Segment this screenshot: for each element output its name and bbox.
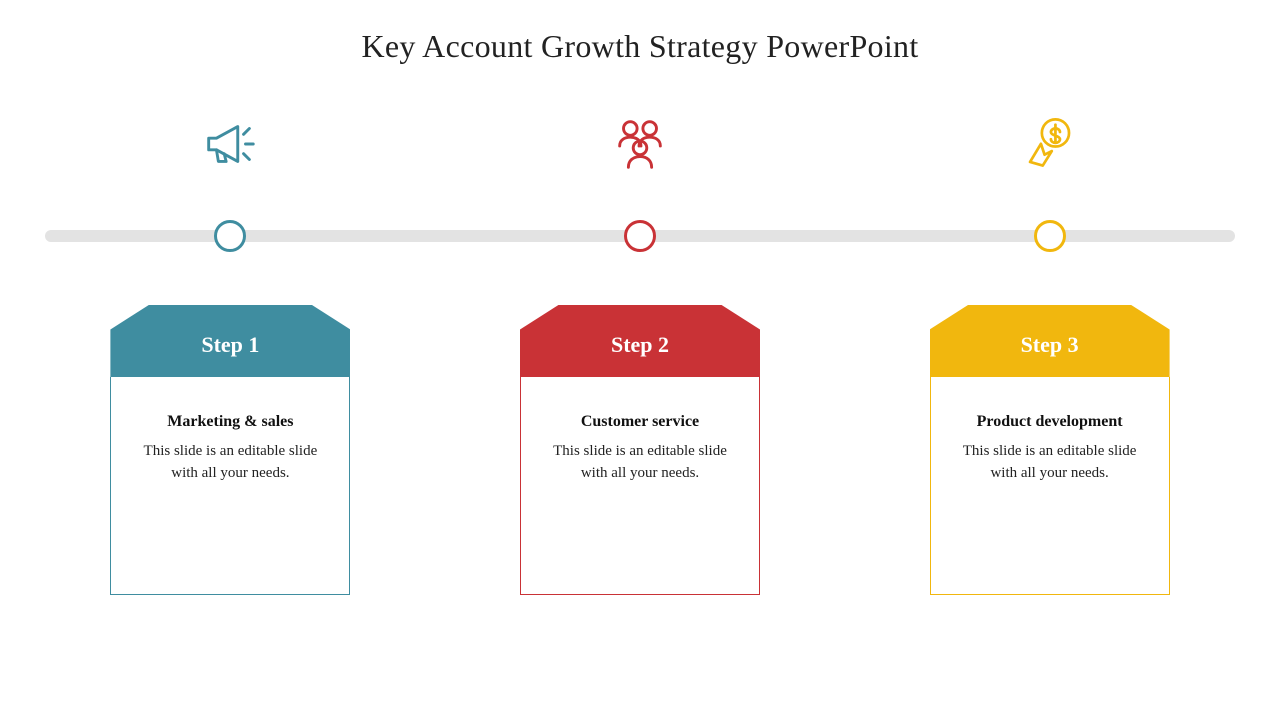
step-body: Customer service This slide is an editabl…	[520, 377, 760, 595]
step-description: This slide is an editable slide with all…	[543, 441, 737, 485]
step-card: Step 2 Customer service This slide is an e…	[520, 305, 760, 595]
step-heading: Product development	[953, 413, 1147, 431]
step-label: Step 1	[201, 332, 259, 358]
diagram-stage: Step 1 Marketing & sales This slide is an …	[0, 75, 1280, 715]
step-card: Step 3 Product development This slide is a…	[930, 305, 1170, 595]
step-heading: Marketing & sales	[133, 413, 327, 431]
people-icon	[609, 113, 671, 175]
step-tab: Step 3	[930, 305, 1170, 377]
step-tab: Step 1	[110, 305, 350, 377]
megaphone-icon	[199, 113, 261, 175]
step-card: Step 1 Marketing & sales This slide is an …	[110, 305, 350, 595]
step-body: Marketing & sales This slide is an editab…	[110, 377, 350, 595]
dollar-click-icon	[1021, 113, 1079, 171]
step-description: This slide is an editable slide with all…	[133, 441, 327, 485]
step-body: Product development This slide is an edit…	[930, 377, 1170, 595]
step-label: Step 3	[1021, 332, 1079, 358]
timeline-node	[624, 220, 656, 252]
timeline-node	[214, 220, 246, 252]
slide-title: Key Account Growth Strategy PowerPoint	[0, 0, 1280, 65]
step-description: This slide is an editable slide with all…	[953, 441, 1147, 485]
timeline-node	[1034, 220, 1066, 252]
step-label: Step 2	[611, 332, 669, 358]
step-heading: Customer service	[543, 413, 737, 431]
step-tab: Step 2	[520, 305, 760, 377]
